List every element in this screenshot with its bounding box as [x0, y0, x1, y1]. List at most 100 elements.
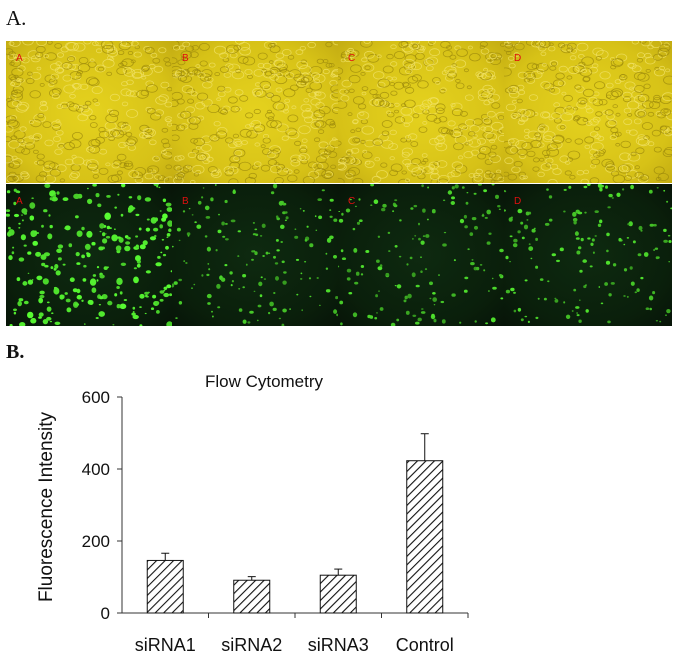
fluorescent-cell: [471, 259, 474, 261]
fluorescent-cell: [412, 314, 417, 317]
cell-outline: [180, 56, 186, 60]
fluorescent-cell: [464, 225, 468, 229]
fluorescent-cell: [340, 249, 344, 253]
cell-outline: [363, 50, 375, 59]
cell-outline: [485, 70, 496, 78]
cell-outline: [355, 127, 362, 132]
cell-outline: [550, 61, 558, 67]
cell-outline: [35, 174, 47, 183]
cell-outline: [125, 138, 137, 147]
fluorescent-cell: [321, 189, 325, 192]
cell-outline: [434, 136, 446, 145]
cell-outline: [19, 57, 26, 62]
fluorescent-cell: [18, 257, 25, 262]
cell-outline: [338, 100, 348, 109]
cell-outline: [486, 110, 496, 118]
cell-outline: [331, 70, 338, 77]
cell-outline: [580, 100, 586, 105]
cell-outline: [51, 93, 60, 100]
cell-outline: [118, 141, 127, 149]
cell-outline: [376, 54, 382, 59]
cell-outline: [223, 86, 232, 93]
cell-outline: [542, 135, 553, 143]
cell-outline: [405, 68, 413, 75]
cell-outline: [145, 80, 155, 87]
fluorescent-cell: [415, 284, 420, 288]
cell-outline: [484, 159, 493, 166]
cell-outline: [663, 108, 669, 113]
fluorescent-cell: [626, 295, 629, 298]
fluorescent-cell: [643, 252, 649, 257]
cell-outline: [389, 169, 398, 176]
cell-outline: [386, 110, 392, 115]
fluorescent-cell: [268, 311, 271, 315]
cell-outline: [22, 41, 34, 46]
fluorescent-cell: [81, 254, 85, 259]
fluorescent-cell: [628, 221, 633, 227]
cell-outline: [95, 41, 105, 47]
fluorescent-cell: [106, 225, 111, 230]
fluorescent-cell: [99, 230, 102, 233]
cell-outline: [46, 41, 53, 45]
fluorescent-cell: [46, 301, 50, 304]
fluorescent-cell: [505, 289, 510, 294]
fluorescent-cell: [415, 321, 420, 325]
fluorescent-cell: [441, 319, 446, 324]
fluorescent-cell: [354, 281, 359, 285]
cell-outline: [94, 102, 100, 107]
fluorescent-cell: [194, 221, 197, 224]
cell-outline: [30, 119, 42, 128]
image-label: A: [16, 196, 23, 207]
fluorescent-cell: [217, 306, 221, 309]
fluorescent-cell: [294, 235, 299, 239]
cell-outline: [362, 63, 375, 73]
cell-outline: [69, 172, 79, 180]
cell-outline: [284, 98, 291, 103]
cell-outline: [464, 119, 476, 127]
fluorescent-cell: [144, 312, 147, 315]
fluorescent-cell: [663, 239, 668, 243]
cell-outline: [270, 42, 276, 47]
cell-outline: [20, 171, 29, 178]
fluorescent-cell: [509, 261, 511, 263]
fluorescent-cell: [72, 288, 78, 293]
cell-outline: [363, 41, 371, 44]
fluorescent-cell: [102, 238, 108, 244]
cell-outline: [173, 164, 182, 171]
cell-outline: [54, 148, 63, 155]
cell-outline: [161, 127, 169, 133]
fluorescent-cell: [670, 207, 672, 210]
fluorescent-cell: [627, 223, 630, 226]
cell-outline: [380, 139, 394, 149]
cell-outline: [376, 81, 386, 89]
cell-outline: [621, 163, 635, 172]
cell-outline: [649, 101, 661, 110]
fluorescent-cell: [420, 240, 425, 245]
cell-outline: [605, 94, 612, 99]
cell-outline: [585, 107, 594, 114]
fluorescent-cell: [543, 297, 547, 301]
cell-outline: [71, 82, 80, 89]
cell-outline: [583, 169, 590, 175]
cell-outline: [497, 115, 504, 120]
cell-outline: [348, 136, 361, 146]
fluorescent-cell: [27, 251, 32, 255]
fluorescent-cell: [165, 245, 169, 250]
cell-outline: [410, 141, 419, 147]
cell-outline: [175, 124, 186, 132]
cell-outline: [58, 144, 65, 149]
cell-outline: [232, 133, 240, 139]
cell-outline: [471, 175, 485, 183]
cell-outline: [487, 98, 495, 104]
cell-outline: [231, 70, 245, 80]
cell-outline: [523, 109, 536, 118]
fluorescent-cell: [308, 277, 312, 280]
cell-outline: [425, 65, 434, 72]
cell-outline: [504, 141, 513, 149]
cell-outline: [173, 155, 182, 162]
fluorescent-cell: [587, 237, 591, 240]
cell-outline: [303, 98, 310, 103]
cell-outline: [623, 118, 633, 125]
cell-outline: [134, 167, 147, 176]
cell-outline: [6, 136, 12, 143]
